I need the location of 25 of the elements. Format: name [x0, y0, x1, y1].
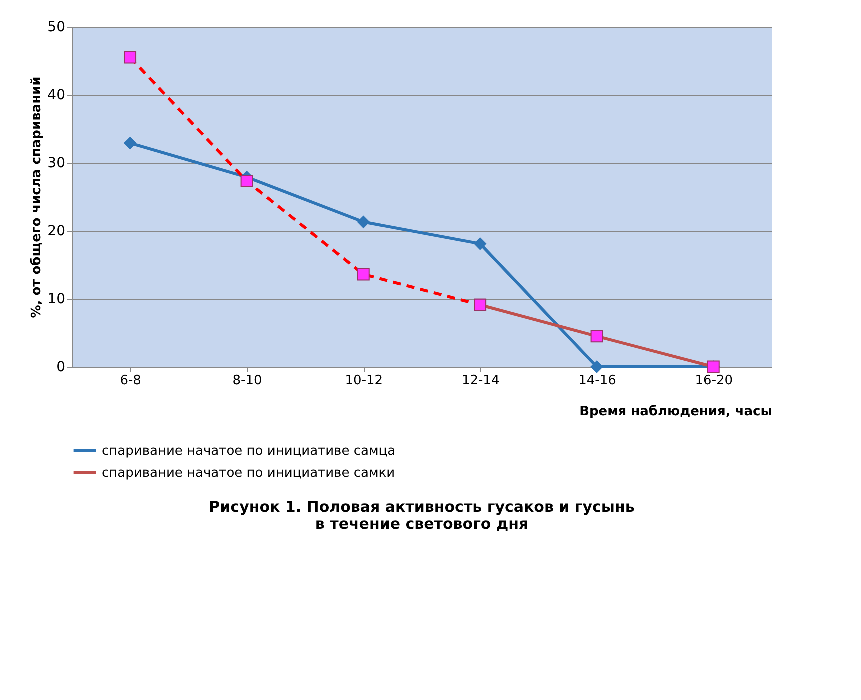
- x-tick-label: 14-16: [578, 374, 616, 388]
- y-tick-label: 20: [48, 224, 66, 240]
- point: [240, 175, 254, 188]
- y-tick-label: 0: [56, 360, 66, 376]
- point: [124, 137, 137, 150]
- point: [124, 51, 137, 64]
- x-tick-label: 12-14: [462, 374, 500, 388]
- text: Рисунок 1. Половая активность гусаков и гусынь в течение светового дня: [209, 498, 635, 533]
- point: [357, 268, 370, 281]
- point: [357, 216, 370, 228]
- x-tick-label: 10-12: [345, 374, 384, 388]
- y-tick-label: 10: [48, 292, 66, 308]
- y-tick-label: 50: [48, 20, 66, 36]
- legend-label: спаривание начатое по инициативе самки: [102, 466, 396, 481]
- legend-label: спаривание начатое по инициативе самца: [102, 444, 396, 459]
- x-axis-title: Время наблюдения, часы: [580, 404, 772, 420]
- point: [590, 330, 604, 343]
- y-tick-label: 30: [48, 156, 66, 172]
- x-tick-label: 16-20: [695, 374, 734, 388]
- y-tick-label: 40: [48, 88, 66, 104]
- point: [474, 238, 487, 250]
- y-axis-title: %, от общего числа спариваний: [30, 76, 45, 318]
- x-tick-label: 8-10: [232, 374, 262, 388]
- x-tick-label: 6-8: [120, 374, 142, 388]
- point: [590, 360, 604, 374]
